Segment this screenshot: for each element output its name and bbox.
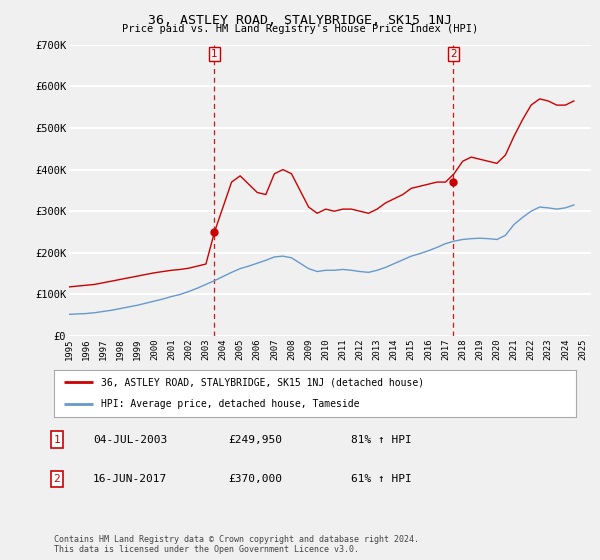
- Text: 04-JUL-2003: 04-JUL-2003: [93, 435, 167, 445]
- Text: 1: 1: [53, 435, 61, 445]
- Text: Contains HM Land Registry data © Crown copyright and database right 2024.
This d: Contains HM Land Registry data © Crown c…: [54, 535, 419, 554]
- Text: 1: 1: [211, 49, 218, 59]
- Text: 81% ↑ HPI: 81% ↑ HPI: [351, 435, 412, 445]
- Text: 2: 2: [53, 474, 61, 484]
- Text: 16-JUN-2017: 16-JUN-2017: [93, 474, 167, 484]
- Text: £370,000: £370,000: [228, 474, 282, 484]
- Text: HPI: Average price, detached house, Tameside: HPI: Average price, detached house, Tame…: [101, 399, 359, 409]
- Text: Price paid vs. HM Land Registry's House Price Index (HPI): Price paid vs. HM Land Registry's House …: [122, 24, 478, 34]
- Text: 61% ↑ HPI: 61% ↑ HPI: [351, 474, 412, 484]
- Text: 36, ASTLEY ROAD, STALYBRIDGE, SK15 1NJ: 36, ASTLEY ROAD, STALYBRIDGE, SK15 1NJ: [148, 14, 452, 27]
- Text: 36, ASTLEY ROAD, STALYBRIDGE, SK15 1NJ (detached house): 36, ASTLEY ROAD, STALYBRIDGE, SK15 1NJ (…: [101, 377, 424, 388]
- Text: 2: 2: [450, 49, 457, 59]
- Text: £249,950: £249,950: [228, 435, 282, 445]
